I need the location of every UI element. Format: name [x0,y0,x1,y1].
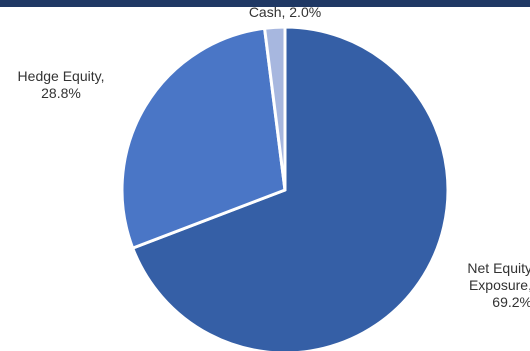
header-bar [0,0,530,7]
pie-slice-cash [263,25,287,192]
slice-label-net-equity-exposure: Net Equity Exposure, 69.2% [432,260,530,311]
slice-label-cash: Cash, 2.0% [225,4,345,21]
slice-label-net-equity-line-1: Net Equity [467,260,530,276]
slice-label-hedge-equity-line-1: Hedge Equity, [17,68,105,84]
slice-label-hedge-equity-line-2: 28.8% [41,85,81,101]
slice-label-cash-line: Cash, 2.0% [248,4,322,20]
slice-label-hedge-equity: Hedge Equity, 28.8% [0,68,122,102]
pie-slice-hedge-equity [120,26,287,250]
slice-label-net-equity-line-2: Exposure, [468,277,530,293]
slice-label-net-equity-line-3: 69.2% [492,294,530,310]
pie-slice-net-equity-exposure [131,25,450,351]
